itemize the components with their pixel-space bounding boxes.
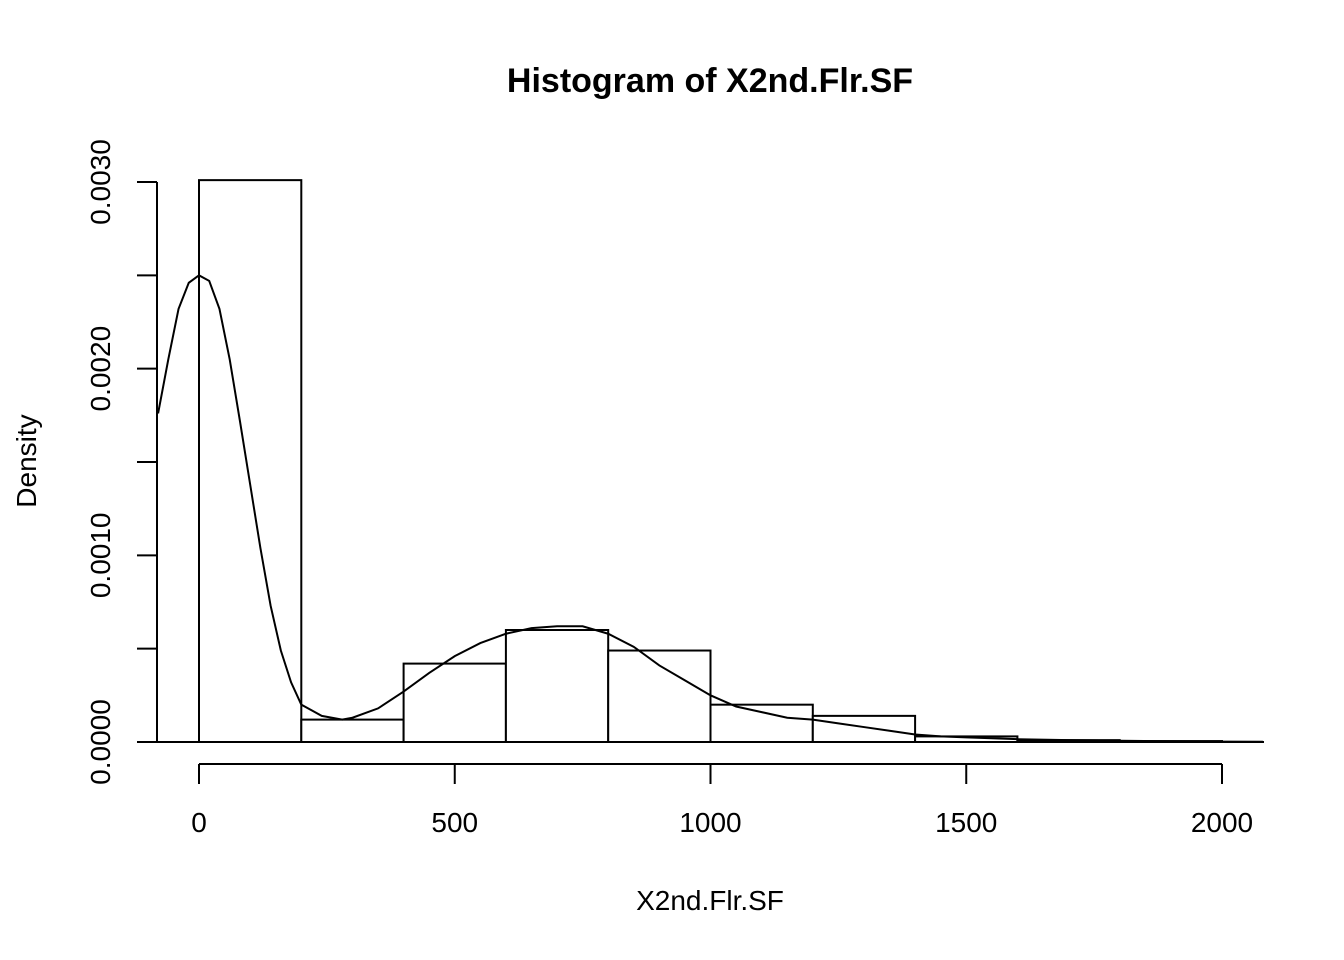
x-tick-label-2: 1000 — [679, 807, 741, 838]
histogram-bar-6 — [811, 714, 917, 743]
x-tick-label-4: 2000 — [1191, 807, 1253, 838]
x-tick-label-3: 1500 — [935, 807, 997, 838]
density-curve — [157, 274, 1263, 743]
x-tick-label-1: 500 — [431, 807, 478, 838]
y-tick-label-6: 0.0030 — [85, 139, 116, 225]
y-tick-label-2: 0.0010 — [85, 513, 116, 599]
y-tick-label-0: 0.0000 — [85, 699, 116, 785]
histogram-bar-3 — [504, 629, 610, 743]
histogram-bar-0 — [198, 179, 303, 743]
y-axis-label: Density — [11, 414, 42, 507]
histogram-bar-5 — [709, 703, 814, 744]
x-tick-label-0: 0 — [191, 807, 207, 838]
chart-title: Histogram of X2nd.Flr.SF — [507, 62, 913, 100]
x-axis-label: X2nd.Flr.SF — [636, 885, 784, 916]
histogram-bar-1 — [300, 718, 405, 743]
x-axis: 0 500 1000 1500 2000 — [191, 763, 1253, 838]
y-axis: 0.0000 0.0010 0.0020 0.0030 — [85, 139, 158, 785]
y-tick-label-4: 0.0020 — [85, 326, 116, 412]
histogram-bars — [198, 179, 1223, 744]
histogram-bar-2 — [402, 662, 507, 743]
